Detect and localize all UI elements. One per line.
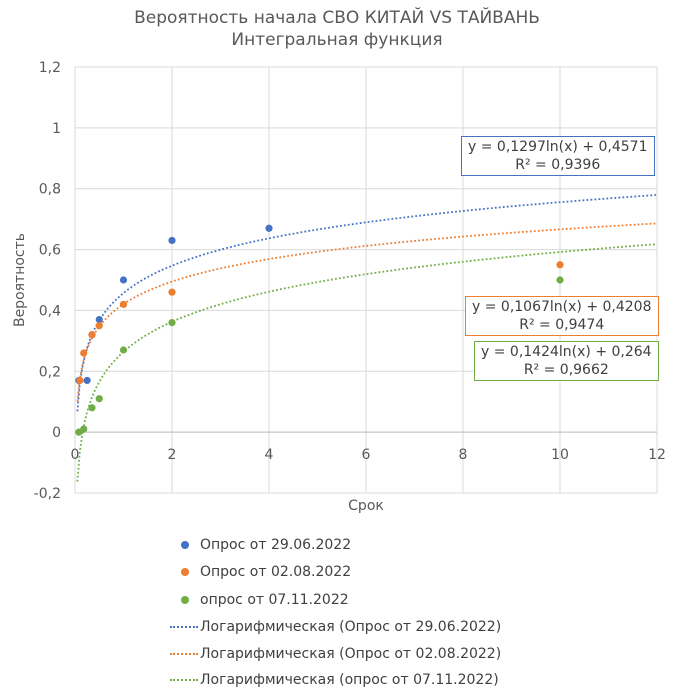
y-tick-label: -0,2 (34, 486, 61, 502)
data-point (88, 404, 96, 412)
trendline-equation-1: y = 0,1297ln(x) + 0,4571 R² = 0,9396 (461, 136, 655, 176)
y-axis-title: Вероятность (12, 233, 28, 327)
x-tick-label: 6 (362, 447, 371, 463)
r2-text: R² = 0,9396 (515, 157, 601, 173)
data-point (80, 349, 88, 357)
y-tick-label: 1,2 (39, 60, 61, 76)
legend-line-icon (170, 626, 198, 628)
legend-item: Логарифмическая (Опрос от 29.06.2022) (170, 617, 502, 637)
data-point (88, 331, 96, 339)
r2-text: R² = 0,9474 (519, 317, 605, 333)
y-tick-label: 0,4 (39, 303, 61, 319)
legend-label: Опрос от 29.06.2022 (200, 537, 352, 553)
y-tick-label: 1 (52, 121, 61, 137)
legend-item: Логарифмическая (опрос от 07.11.2022) (170, 670, 499, 690)
trendline (76, 194, 658, 412)
legend-label: опрос от 07.11.2022 (200, 592, 349, 608)
legend-label: Логарифмическая (опрос от 07.11.2022) (200, 672, 499, 688)
x-tick-label: 0 (71, 447, 80, 463)
equation-text: y = 0,1297ln(x) + 0,4571 (468, 139, 648, 155)
x-tick-label: 8 (459, 447, 468, 463)
x-tick-label: 10 (551, 447, 569, 463)
legend-item: Опрос от 29.06.2022 (178, 535, 351, 555)
y-tick-label: 0,6 (39, 243, 61, 259)
data-point (168, 319, 176, 327)
data-point (76, 376, 84, 385)
data-point (168, 236, 176, 245)
legend-item: опрос от 07.11.2022 (178, 590, 349, 610)
data-point (95, 322, 103, 330)
r2-text: R² = 0,9662 (523, 362, 609, 378)
chart-title: Вероятность начала СВО КИТАЙ VS ТАЙВАНЬ (134, 8, 540, 28)
data-point (95, 315, 103, 324)
x-axis-title: Срок (348, 498, 384, 514)
legend-label: Опрос от 02.08.2022 (200, 564, 352, 580)
legend-marker-icon (181, 596, 189, 604)
legend-item: Логарифмическая (Опрос от 02.08.2022) (170, 644, 502, 664)
x-tick-label: 12 (648, 447, 666, 463)
data-point (556, 261, 564, 269)
legend-marker-icon (181, 541, 189, 549)
data-point (119, 276, 128, 284)
data-point (95, 395, 103, 403)
trendline (76, 222, 658, 402)
legend-label: Логарифмическая (Опрос от 02.08.2022) (200, 646, 502, 662)
legend-label: Логарифмическая (Опрос от 29.06.2022) (200, 619, 502, 635)
legend-line-icon (170, 679, 198, 681)
x-tick-label: 4 (265, 447, 274, 463)
data-point (265, 224, 273, 232)
equation-text: y = 0,1067ln(x) + 0,4208 (472, 299, 652, 315)
data-point (556, 276, 564, 284)
trendline-equation-2: y = 0,1067ln(x) + 0,4208 R² = 0,9474 (465, 296, 659, 336)
data-point (168, 288, 176, 296)
y-tick-label: 0,2 (39, 364, 61, 380)
chart-subtitle: Интегральная функция (231, 30, 443, 50)
legend-marker-icon (181, 568, 189, 576)
data-point (119, 346, 128, 354)
trendline-equation-3: y = 0,1424ln(x) + 0,264 R² = 0,9662 (474, 341, 659, 381)
data-point (80, 425, 88, 433)
data-point (119, 300, 128, 308)
equation-text: y = 0,1424ln(x) + 0,264 (481, 344, 652, 360)
legend-line-icon (170, 653, 198, 655)
data-point (83, 376, 91, 385)
x-tick-label: 2 (168, 447, 177, 463)
legend-item: Опрос от 02.08.2022 (178, 562, 351, 582)
y-tick-label: 0,8 (39, 182, 61, 198)
y-tick-label: 0 (52, 425, 61, 441)
